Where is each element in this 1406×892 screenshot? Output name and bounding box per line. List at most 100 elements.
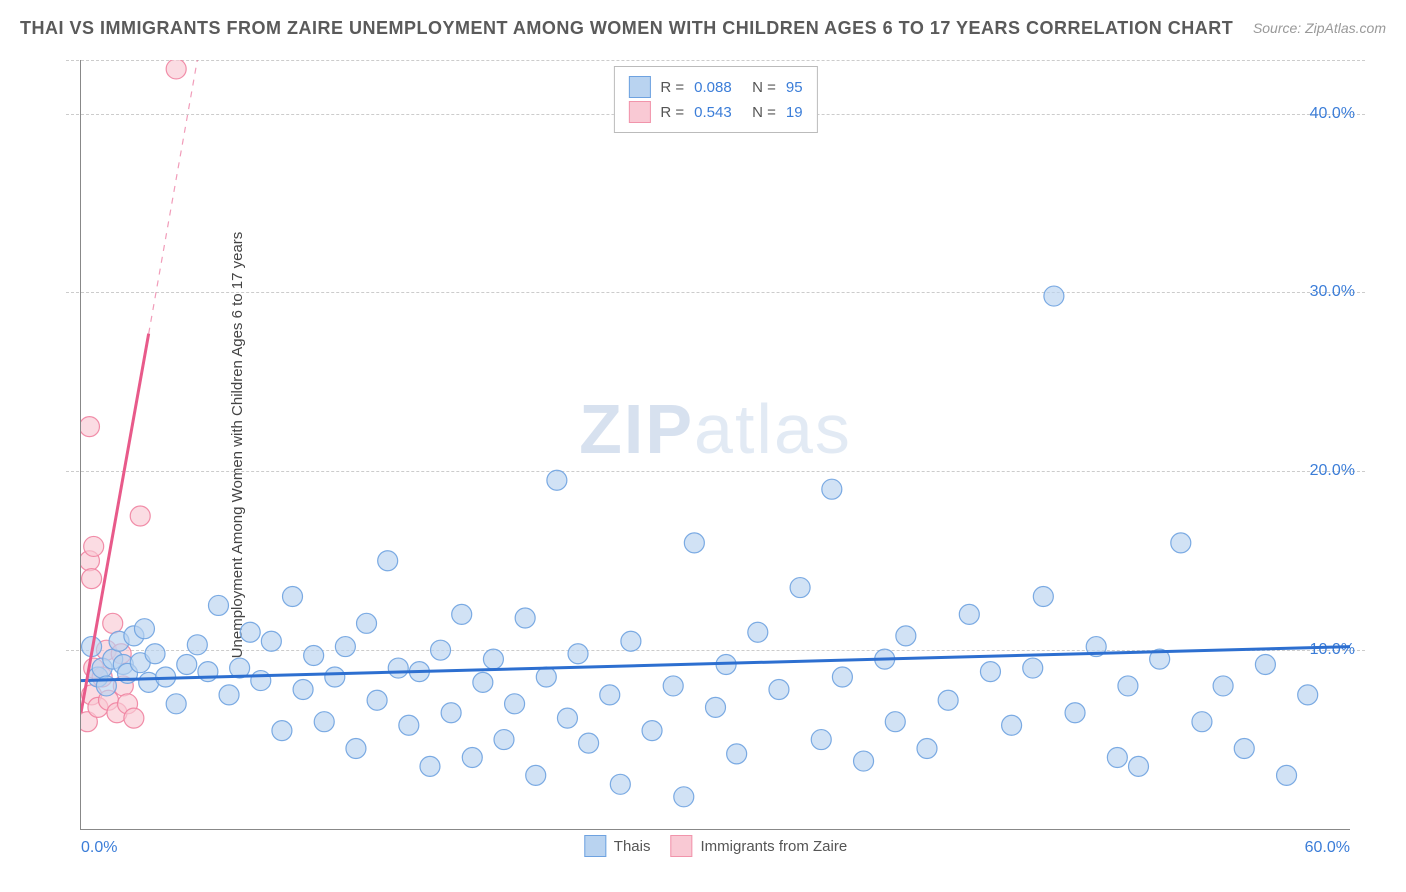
- data-point: [1033, 587, 1053, 607]
- data-point: [473, 672, 493, 692]
- data-point: [1023, 658, 1043, 678]
- data-point: [706, 697, 726, 717]
- data-point: [547, 470, 567, 490]
- data-point: [81, 417, 99, 437]
- data-point: [145, 644, 165, 664]
- r-value: 0.088: [694, 79, 742, 96]
- data-point: [378, 551, 398, 571]
- legend-top-box: R = 0.088 N = 95 R = 0.543 N = 19: [613, 66, 817, 133]
- swatch-zaire-bottom: [670, 835, 692, 857]
- data-point: [557, 708, 577, 728]
- data-point: [431, 640, 451, 660]
- data-point: [642, 721, 662, 741]
- data-point: [166, 694, 186, 714]
- trend-line-zaire-dash: [149, 60, 198, 334]
- data-point: [166, 60, 186, 79]
- data-point: [811, 730, 831, 750]
- data-point: [1107, 747, 1127, 767]
- data-point: [959, 604, 979, 624]
- data-point: [1002, 715, 1022, 735]
- data-point: [832, 667, 852, 687]
- data-point: [822, 479, 842, 499]
- swatch-thai-bottom: [584, 835, 606, 857]
- legend-label-zaire: Immigrants from Zaire: [700, 838, 847, 855]
- data-point: [684, 533, 704, 553]
- data-point: [388, 658, 408, 678]
- plot-area: ZIPatlas R = 0.088 N = 95 R = 0.543 N = …: [80, 60, 1350, 830]
- data-point: [346, 739, 366, 759]
- data-point: [251, 671, 271, 691]
- data-point: [399, 715, 419, 735]
- legend-bottom: Thais Immigrants from Zaire: [584, 835, 847, 857]
- data-point: [261, 631, 281, 651]
- data-point: [938, 690, 958, 710]
- data-point: [1192, 712, 1212, 732]
- data-point: [1044, 286, 1064, 306]
- data-point: [240, 622, 260, 642]
- data-point: [1277, 765, 1297, 785]
- chart-area: Unemployment Among Women with Children A…: [70, 60, 1360, 830]
- data-point: [579, 733, 599, 753]
- n-value: 95: [786, 79, 803, 96]
- r-label: R =: [660, 104, 684, 121]
- data-point: [335, 637, 355, 657]
- data-point: [272, 721, 292, 741]
- data-point: [769, 680, 789, 700]
- data-point: [980, 662, 1000, 682]
- data-point: [663, 676, 683, 696]
- data-point: [1171, 533, 1191, 553]
- scatter-svg: [81, 60, 1350, 829]
- data-point: [536, 667, 556, 687]
- data-point: [325, 667, 345, 687]
- data-point: [283, 587, 303, 607]
- data-point: [177, 654, 197, 674]
- data-point: [748, 622, 768, 642]
- data-point: [134, 619, 154, 639]
- data-point: [885, 712, 905, 732]
- data-point: [420, 756, 440, 776]
- n-label: N =: [752, 79, 776, 96]
- data-point: [208, 595, 228, 615]
- data-point: [600, 685, 620, 705]
- r-label: R =: [660, 79, 684, 96]
- data-point: [82, 569, 102, 589]
- data-point: [441, 703, 461, 723]
- data-point: [526, 765, 546, 785]
- data-point: [727, 744, 747, 764]
- n-label: N =: [752, 104, 776, 121]
- data-point: [103, 613, 123, 633]
- data-point: [84, 536, 104, 556]
- data-point: [124, 708, 144, 728]
- data-point: [790, 578, 810, 598]
- data-point: [357, 613, 377, 633]
- data-point: [1298, 685, 1318, 705]
- data-point: [1234, 739, 1254, 759]
- data-point: [854, 751, 874, 771]
- data-point: [1118, 676, 1138, 696]
- r-value: 0.543: [694, 104, 742, 121]
- data-point: [367, 690, 387, 710]
- data-point: [1065, 703, 1085, 723]
- data-point: [314, 712, 334, 732]
- swatch-zaire: [628, 101, 650, 123]
- x-tick-label: 60.0%: [1305, 839, 1350, 857]
- data-point: [515, 608, 535, 628]
- data-point: [483, 649, 503, 669]
- chart-header: THAI VS IMMIGRANTS FROM ZAIRE UNEMPLOYME…: [20, 18, 1386, 48]
- data-point: [452, 604, 472, 624]
- data-point: [219, 685, 239, 705]
- legend-label-thai: Thais: [614, 838, 651, 855]
- data-point: [621, 631, 641, 651]
- data-point: [187, 635, 207, 655]
- data-point: [1255, 654, 1275, 674]
- data-point: [917, 739, 937, 759]
- data-point: [674, 787, 694, 807]
- x-tick-label: 0.0%: [81, 839, 117, 857]
- legend-item-zaire: Immigrants from Zaire: [670, 835, 847, 857]
- data-point: [494, 730, 514, 750]
- data-point: [1213, 676, 1233, 696]
- n-value: 19: [786, 104, 803, 121]
- chart-title: THAI VS IMMIGRANTS FROM ZAIRE UNEMPLOYME…: [20, 18, 1386, 39]
- data-point: [1129, 756, 1149, 776]
- data-point: [568, 644, 588, 664]
